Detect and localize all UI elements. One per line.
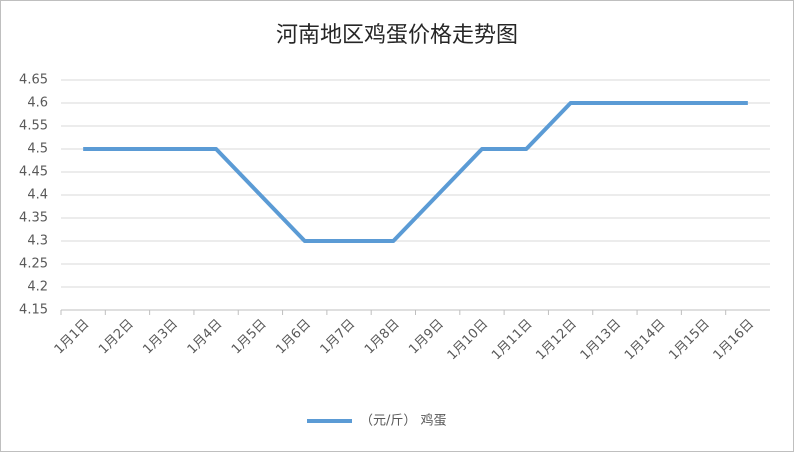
y-tick-label: 4.65 <box>19 73 48 88</box>
legend-label: （元/斤） 鸡蛋 <box>360 413 447 429</box>
y-tick-label: 4.4 <box>27 188 48 203</box>
y-tick-label: 4.2 <box>27 280 48 295</box>
y-tick-label: 4.35 <box>19 211 48 226</box>
chart-title: 河南地区鸡蛋价格走势图 <box>276 23 518 48</box>
line <box>83 101 748 243</box>
y-tick-label: 4.45 <box>19 165 48 180</box>
y-tick-label: 4.55 <box>19 119 48 134</box>
y-tick-label: 4.3 <box>27 234 48 249</box>
y-tick-label: 4.25 <box>19 257 48 272</box>
y-tick-label: 4.6 <box>27 96 48 111</box>
y-tick-label: 4.5 <box>27 142 48 157</box>
y-tick-label: 4.15 <box>19 303 48 318</box>
